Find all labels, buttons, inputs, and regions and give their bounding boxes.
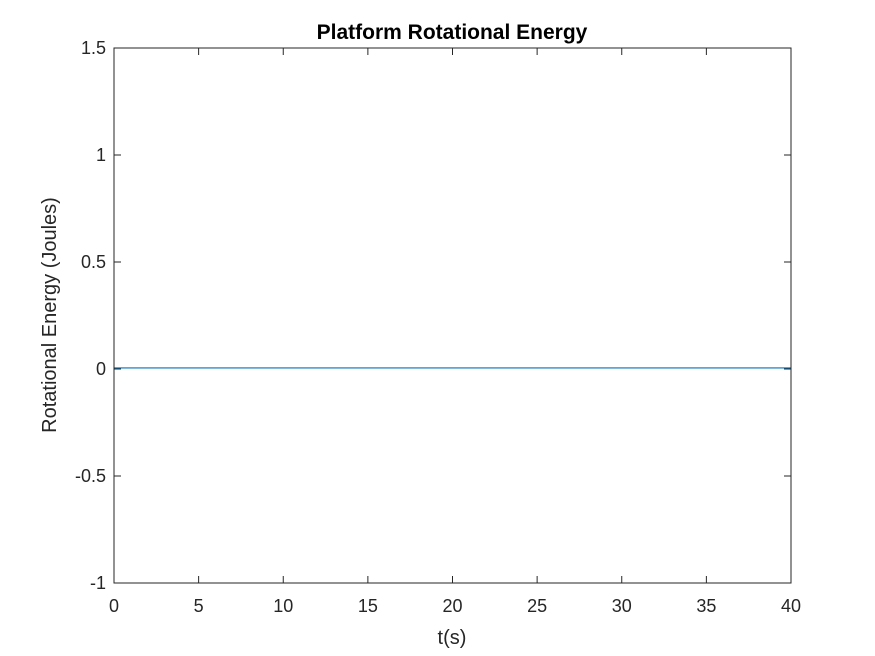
x-tick-label: 40 xyxy=(781,596,801,616)
y-tick-label: -1 xyxy=(90,573,106,593)
x-axis-ticks: 0 5 10 15 20 25 30 35 40 xyxy=(109,48,801,616)
x-tick-label: 0 xyxy=(109,596,119,616)
y-tick-label: 0 xyxy=(96,359,106,379)
y-axis-label: Rotational Energy (Joules) xyxy=(39,197,61,433)
y-tick-label: 1.5 xyxy=(81,38,106,58)
x-tick-label: 30 xyxy=(612,596,632,616)
y-tick-label: 0.5 xyxy=(81,252,106,272)
x-tick-label: 35 xyxy=(696,596,716,616)
y-tick-label: -0.5 xyxy=(75,466,106,486)
x-tick-label: 10 xyxy=(273,596,293,616)
y-axis-ticks: -1 -0.5 0 0.5 1 1.5 xyxy=(75,38,791,593)
x-tick-label: 15 xyxy=(358,596,378,616)
x-tick-label: 20 xyxy=(442,596,462,616)
y-tick-label: 1 xyxy=(96,145,106,165)
plot-background xyxy=(114,48,791,583)
chart-title: Platform Rotational Energy xyxy=(317,21,588,44)
x-tick-label: 25 xyxy=(527,596,547,616)
x-axis-label: t(s) xyxy=(438,627,467,649)
x-tick-label: 5 xyxy=(194,596,204,616)
